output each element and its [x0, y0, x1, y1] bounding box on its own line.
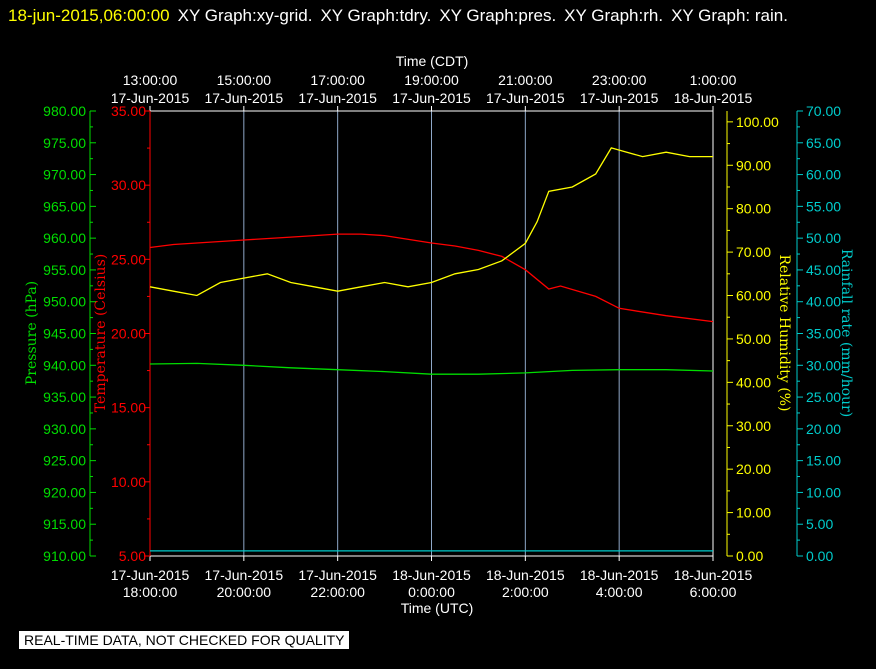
x-tick-time: 22:00:00: [310, 584, 365, 600]
x-tick-time: 20:00:00: [217, 584, 272, 600]
humidity-tick-label: 20.00: [736, 461, 771, 477]
rain-tick-label: 0.00: [806, 548, 833, 564]
top-tick-date: 18-Jun-2015: [674, 90, 753, 106]
humidity-tick-label: 90.00: [736, 157, 771, 173]
pressure-tick-label: 980.00: [43, 103, 86, 119]
pressure-tick-label: 945.00: [43, 326, 86, 342]
pressure-tick-label: 965.00: [43, 198, 86, 214]
graph-name-xy-grid: XY Graph:xy-grid.: [177, 6, 313, 25]
top-tick-date: 17-Jun-2015: [580, 90, 659, 106]
rain-tick-label: 25.00: [806, 389, 841, 405]
rain-axis-title: Rainfall rate (mm/hour): [838, 249, 854, 417]
temperature-tick-label: 15.00: [111, 400, 146, 416]
pressure-tick-label: 930.00: [43, 421, 86, 437]
graph-name-pres: XY Graph:pres.: [439, 6, 557, 25]
x-tick-time: 2:00:00: [502, 584, 549, 600]
top-tick-time: 1:00:00: [690, 72, 737, 88]
bottom-axis-title: Time (UTC): [401, 600, 474, 616]
temperature-tick-label: 25.00: [111, 251, 146, 267]
x-tick-time: 18:00:00: [123, 584, 178, 600]
humidity-tick-label: 10.00: [736, 505, 771, 521]
humidity-tick-label: 0.00: [736, 548, 763, 564]
timestamp-label: 18-jun-2015,06:00:00: [8, 6, 170, 25]
x-tick-date: 17-Jun-2015: [298, 567, 377, 583]
pressure-tick-label: 950.00: [43, 294, 86, 310]
temperature-axis-title: Temperature (Celsius): [93, 254, 109, 412]
temperature-tick-label: 30.00: [111, 177, 146, 193]
top-tick-time: 19:00:00: [404, 72, 459, 88]
rain-tick-label: 15.00: [806, 453, 841, 469]
quality-warning-banner: REAL-TIME DATA, NOT CHECKED FOR QUALITY: [19, 631, 350, 649]
top-tick-date: 17-Jun-2015: [486, 90, 565, 106]
humidity-tick-label: 100.00: [736, 114, 779, 130]
rain-tick-label: 70.00: [806, 103, 841, 119]
temperature-tick-label: 20.00: [111, 326, 146, 342]
top-tick-date: 17-Jun-2015: [205, 90, 284, 106]
pressure-series-line: [149, 362, 714, 375]
x-tick-time: 4:00:00: [596, 584, 643, 600]
top-axis-title: Time (CDT): [396, 53, 469, 69]
rain-tick-label: 20.00: [806, 421, 841, 437]
humidity-series-line: [149, 147, 713, 297]
x-tick-date: 18-Jun-2015: [580, 567, 659, 583]
rain-tick-label: 45.00: [806, 262, 841, 278]
humidity-tick-label: 60.00: [736, 288, 771, 304]
pressure-tick-label: 955.00: [43, 262, 86, 278]
top-tick-time: 13:00:00: [123, 72, 178, 88]
pressure-tick-label: 975.00: [43, 135, 86, 151]
rain-tick-label: 35.00: [806, 326, 841, 342]
rain-tick-label: 50.00: [806, 230, 841, 246]
temperature-tick-label: 35.00: [111, 103, 146, 119]
top-tick-time: 21:00:00: [498, 72, 553, 88]
humidity-tick-label: 40.00: [736, 374, 771, 390]
humidity-tick-label: 70.00: [736, 244, 771, 260]
x-tick-date: 18-Jun-2015: [392, 567, 471, 583]
top-tick-time: 23:00:00: [592, 72, 647, 88]
rain-tick-label: 55.00: [806, 198, 841, 214]
pressure-tick-label: 970.00: [43, 167, 86, 183]
temperature-tick-label: 10.00: [111, 474, 146, 490]
graph-name-rain: XY Graph: rain.: [671, 6, 788, 25]
rain-tick-label: 30.00: [806, 357, 841, 373]
x-tick-date: 18-Jun-2015: [674, 567, 753, 583]
graph-name-rh: XY Graph:rh.: [564, 6, 664, 25]
top-tick-time: 17:00:00: [310, 72, 365, 88]
x-tick-date: 17-Jun-2015: [111, 567, 190, 583]
humidity-tick-label: 30.00: [736, 418, 771, 434]
temperature-series-line: [149, 233, 714, 323]
rain-tick-label: 10.00: [806, 484, 841, 500]
pressure-tick-label: 935.00: [43, 389, 86, 405]
pressure-tick-label: 940.00: [43, 357, 86, 373]
rain-tick-label: 60.00: [806, 167, 841, 183]
pressure-tick-label: 920.00: [43, 484, 86, 500]
pressure-tick-label: 925.00: [43, 453, 86, 469]
pressure-axis-title: Pressure (hPa): [24, 281, 40, 385]
humidity-axis-title: Relative Humidity (%): [776, 254, 792, 411]
rain-tick-label: 65.00: [806, 135, 841, 151]
graph-header: 18-jun-2015,06:00:00 XY Graph:xy-grid. XY …: [8, 2, 868, 30]
graph-name-tdry: XY Graph:tdry.: [320, 6, 432, 25]
x-tick-time: 0:00:00: [408, 584, 455, 600]
x-tick-date: 17-Jun-2015: [205, 567, 284, 583]
rain-tick-label: 5.00: [806, 516, 833, 532]
top-tick-date: 17-Jun-2015: [298, 90, 377, 106]
x-tick-time: 6:00:00: [690, 584, 737, 600]
x-tick-date: 18-Jun-2015: [486, 567, 565, 583]
top-tick-date: 17-Jun-2015: [111, 90, 190, 106]
top-tick-date: 17-Jun-2015: [392, 90, 471, 106]
humidity-tick-label: 80.00: [736, 201, 771, 217]
top-tick-time: 15:00:00: [217, 72, 272, 88]
pressure-tick-label: 915.00: [43, 516, 86, 532]
pressure-tick-label: 960.00: [43, 230, 86, 246]
temperature-tick-label: 5.00: [119, 548, 146, 564]
rain-tick-label: 40.00: [806, 294, 841, 310]
pressure-tick-label: 910.00: [43, 548, 86, 564]
humidity-tick-label: 50.00: [736, 331, 771, 347]
